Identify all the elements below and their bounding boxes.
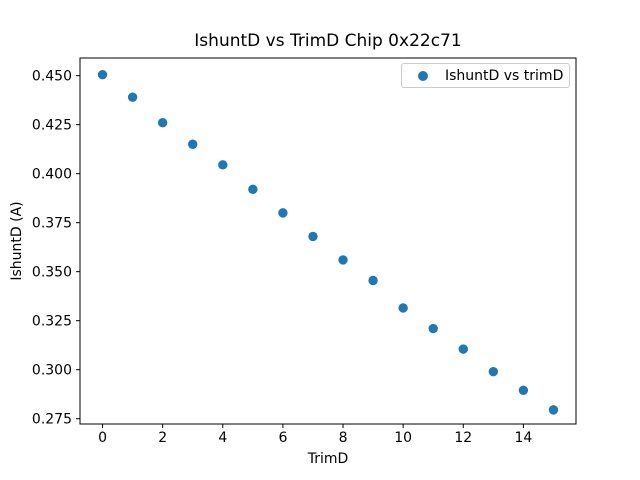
data-point [428, 323, 438, 334]
y-tick-label: 0.450 [32, 69, 72, 85]
y-tick-label: 0.325 [32, 314, 72, 330]
y-tick-label: 0.375 [32, 216, 72, 232]
legend-label: IshuntD vs trimD [445, 67, 564, 84]
x-tick-label: 0 [98, 430, 107, 446]
y-tick-label: 0.425 [32, 118, 72, 134]
x-tick-label: 4 [218, 430, 227, 446]
y-tick-label: 0.350 [32, 265, 72, 281]
axes-frame [79, 57, 577, 425]
x-tick-label: 10 [394, 430, 412, 446]
data-point [218, 160, 228, 170]
x-axis-label: TrimD [307, 451, 349, 467]
data-point [248, 184, 258, 195]
x-tick-label: 2 [158, 430, 167, 446]
legend-marker-circle-icon [418, 70, 428, 81]
data-point [97, 69, 108, 80]
data-point [548, 405, 559, 415]
data-point [518, 385, 529, 395]
data-point [127, 92, 138, 102]
legend: IshuntD vs trimD [401, 63, 570, 88]
x-tick-label: 6 [278, 430, 287, 446]
data-point [368, 275, 378, 286]
y-tick-label: 0.300 [32, 363, 72, 379]
data-point [398, 303, 408, 313]
data-point [188, 139, 198, 149]
y-tick-label: 0.275 [32, 412, 72, 428]
data-point [488, 366, 499, 377]
data-point [157, 117, 168, 128]
y-axis-label: IshuntD (A) [9, 201, 25, 281]
data-point [308, 231, 318, 242]
data-point [458, 344, 468, 354]
data-point [338, 255, 348, 265]
chart-title: IshuntD vs TrimD Chip 0x22c71 [194, 31, 462, 51]
x-tick-label: 14 [514, 430, 532, 446]
data-point [278, 208, 288, 218]
x-tick-label: 8 [339, 430, 348, 446]
y-tick-label: 0.400 [32, 167, 72, 183]
x-tick-label: 12 [454, 430, 472, 446]
